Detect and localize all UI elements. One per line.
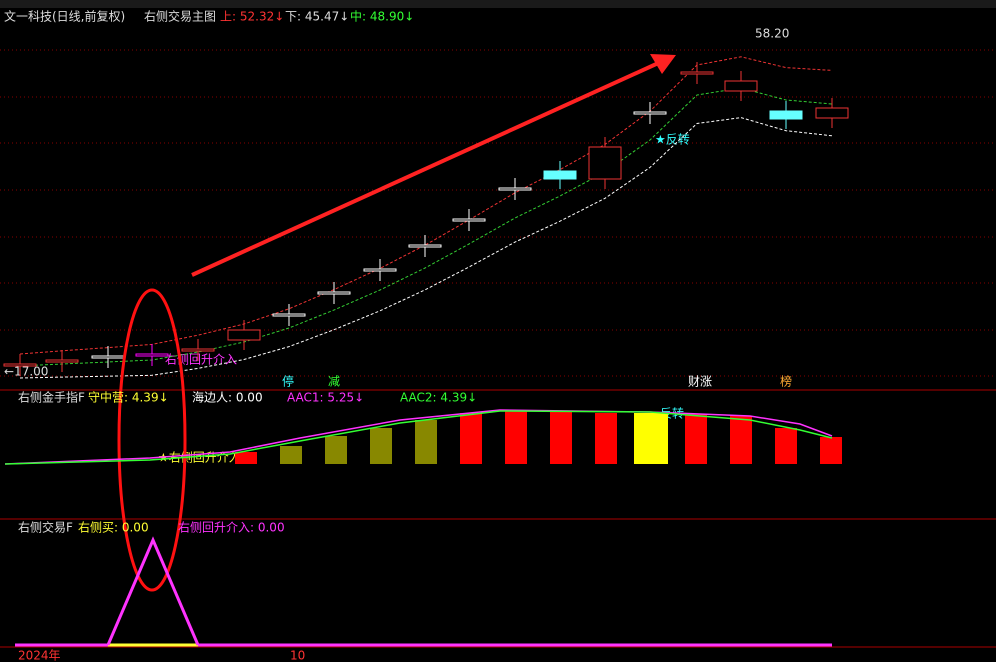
aac2 <box>4 410 833 465</box>
panel3-item: 右侧回升介入: 0.00 <box>178 520 285 535</box>
middle-value: 中: 48.90↓ <box>350 9 414 24</box>
candle <box>363 268 397 272</box>
stock-name: 文一科技(日线,前复权) <box>4 9 125 24</box>
candle <box>272 313 306 317</box>
bar <box>325 436 347 464</box>
lower-value: 下: 45.47↓ <box>285 10 349 24</box>
candle <box>317 291 351 295</box>
upper-band <box>19 56 833 355</box>
tag: 减 <box>328 375 340 389</box>
candle <box>633 111 667 115</box>
low-label: ←17.00 <box>4 365 48 379</box>
lower-band <box>19 117 833 379</box>
panel2-name: 右侧金手指F <box>18 390 85 405</box>
panel2-item: AAC1: 5.25↓ <box>287 391 364 405</box>
candle <box>724 80 758 92</box>
axis-year: 2024年 <box>18 649 61 662</box>
entry-label: 右侧回升介入 <box>165 352 237 367</box>
candle <box>452 218 486 222</box>
signal <box>106 536 200 646</box>
candle <box>543 170 577 180</box>
bar <box>820 437 842 464</box>
bar <box>634 413 668 464</box>
tag: 财涨 <box>688 374 712 389</box>
tag: 榜 <box>780 374 792 389</box>
arrow <box>191 58 666 277</box>
panel2-item: 守中营: 4.39↓ <box>88 390 169 405</box>
bar <box>460 413 482 464</box>
bar <box>730 416 752 464</box>
panel2-item: AAC2: 4.39↓ <box>400 391 477 405</box>
tag: 停 <box>282 374 294 389</box>
candle <box>181 348 215 352</box>
panel3-name: 右侧交易F <box>18 520 73 535</box>
aac1 <box>4 409 833 465</box>
panel2-item: 海边人: 0.00 <box>192 390 263 405</box>
candle <box>588 146 622 180</box>
menu-strip <box>0 0 996 8</box>
candle <box>408 244 442 248</box>
reverse-label: ★反转 <box>655 132 690 147</box>
arrow-head <box>650 54 676 74</box>
candle <box>769 110 803 120</box>
highlight <box>117 288 187 592</box>
candle <box>498 187 532 191</box>
candle <box>91 355 125 359</box>
bar <box>550 411 572 464</box>
axis-month: 10 <box>290 649 305 662</box>
bar <box>595 413 617 464</box>
bar <box>280 446 302 464</box>
bar <box>235 452 257 464</box>
bar <box>370 428 392 464</box>
bar <box>505 411 527 464</box>
upper-value: 上: 52.32↓ <box>220 10 284 24</box>
candle <box>45 359 79 363</box>
bar <box>685 414 707 464</box>
candle <box>680 71 714 75</box>
candle <box>815 107 849 119</box>
candle <box>135 353 169 357</box>
bar <box>415 420 437 464</box>
indicator-name: 右侧交易主图 <box>144 9 216 24</box>
candle <box>227 329 261 341</box>
panel3-item: 右侧买: 0.00 <box>78 520 149 535</box>
middle-band <box>19 87 833 367</box>
bar <box>775 428 797 464</box>
candle <box>3 363 37 367</box>
high-label: 58.20 <box>755 27 789 41</box>
